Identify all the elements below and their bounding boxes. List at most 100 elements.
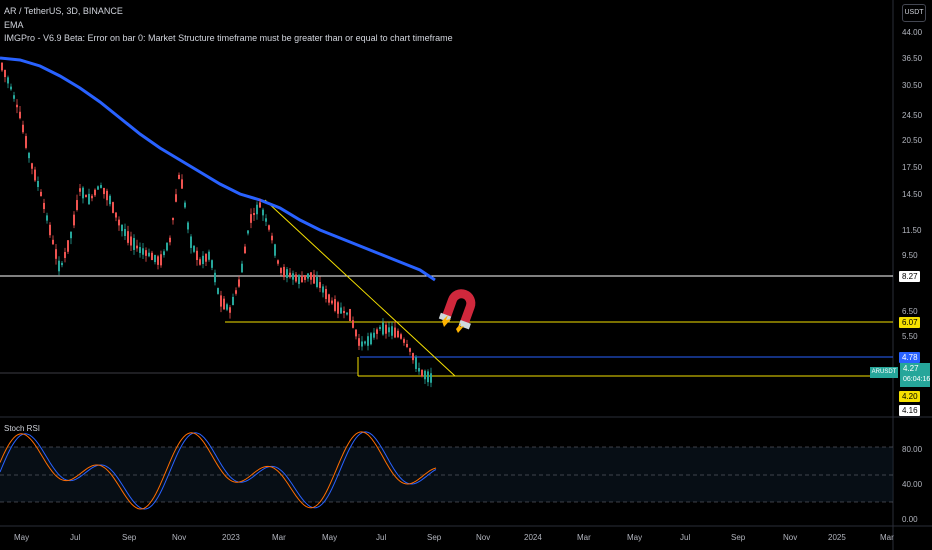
time-axis-label: Jul [70, 533, 81, 542]
candle-body [61, 262, 63, 266]
candle-body [313, 274, 315, 284]
candle-body [112, 202, 114, 213]
candle-body [154, 254, 156, 263]
candle-body [367, 336, 369, 346]
time-axis-label: Sep [427, 533, 442, 542]
stoch-rsi-title[interactable]: Stoch RSI [4, 424, 41, 433]
time-axis-label: Mar [880, 533, 894, 542]
time-axis-label: Nov [172, 533, 187, 542]
candle-body [409, 348, 411, 352]
candle-body [124, 229, 126, 236]
candle-body [94, 189, 96, 196]
rsi-band [0, 447, 893, 502]
candle-body [400, 334, 402, 339]
candle-body [310, 272, 312, 280]
candle-body [121, 224, 123, 232]
candle-body [235, 290, 237, 294]
candle-body [262, 209, 264, 216]
candle-body [259, 202, 261, 208]
candle-body [28, 152, 30, 159]
candle-body [22, 124, 24, 133]
candle-body [382, 322, 384, 335]
candle-body [199, 259, 201, 265]
ticker-price: 4.27 [903, 364, 919, 373]
price-axis-label: 5.50 [902, 332, 918, 341]
currency-button[interactable]: USDT [902, 4, 926, 22]
price-axis-label: 9.50 [902, 251, 918, 260]
candle-body [220, 295, 222, 307]
candle-body [370, 333, 372, 345]
candle-body [208, 251, 210, 260]
candle-body [157, 256, 159, 265]
candle-body [280, 267, 282, 274]
candle-body [145, 250, 147, 256]
candle-body [301, 275, 303, 283]
candle-body [316, 277, 318, 287]
candle-body [277, 260, 279, 264]
time-axis-label: Nov [783, 533, 798, 542]
candle-body [424, 370, 426, 380]
candle-body [385, 324, 387, 334]
candle-body [376, 329, 378, 334]
time-axis-label: Jul [376, 533, 387, 542]
candle-body [274, 244, 276, 256]
candle-body [82, 187, 84, 199]
time-axis-label: 2024 [524, 533, 542, 542]
time-axis-label: Mar [272, 533, 286, 542]
rsi-axis-label: 80.00 [902, 445, 923, 454]
candle-body [343, 310, 345, 314]
candle-body [337, 302, 339, 314]
trendline [264, 199, 456, 377]
candle-body [136, 245, 138, 249]
candle-body [202, 255, 204, 264]
candle-body [31, 163, 33, 169]
candle-body [193, 245, 195, 252]
candle-body [169, 237, 171, 243]
price-axis-label: 17.50 [902, 163, 923, 172]
candle-body [355, 329, 357, 337]
candle-body [256, 204, 258, 215]
candle-body [229, 307, 231, 313]
rsi-d-line [0, 431, 437, 510]
candle-body [55, 249, 57, 259]
candle-body [241, 263, 243, 273]
candle-body [34, 169, 36, 181]
candle-body [40, 191, 42, 197]
symbol-title[interactable]: AR / TetherUS, 3D, BINANCE [4, 6, 123, 16]
candle-body [349, 309, 351, 321]
candle-body [388, 327, 390, 333]
time-axis-label: Mar [577, 533, 591, 542]
candle-body [10, 86, 12, 90]
indicator-error-message: IMGPro - V6.9 Beta: Error on bar 0: Mark… [4, 33, 453, 43]
candle-body [97, 186, 99, 190]
candle-body [88, 193, 90, 205]
candle-body [322, 286, 324, 293]
time-axis-label: 2025 [828, 533, 846, 542]
time-axis-label: May [14, 533, 30, 542]
candle-body [133, 238, 135, 250]
candle-body [37, 180, 39, 188]
candle-body [292, 273, 294, 280]
ema-indicator-label[interactable]: EMA [4, 20, 24, 30]
time-axis-label: 2023 [222, 533, 240, 542]
candle-body [148, 252, 150, 257]
price-level-tag: 8.27 [899, 271, 920, 282]
candle-body [346, 312, 348, 315]
candle-body [175, 194, 177, 202]
candle-body [211, 260, 213, 268]
candle-body [289, 272, 291, 278]
candle-body [130, 236, 132, 246]
candle-body [70, 231, 72, 239]
candle-body [46, 215, 48, 221]
price-axis-label: 20.50 [902, 136, 923, 145]
candle-body [1, 62, 3, 71]
candle-body [250, 214, 252, 223]
candle-body [43, 202, 45, 210]
candle-body [403, 339, 405, 343]
candle-body [52, 239, 54, 245]
candle-body [151, 252, 153, 261]
candle-body [25, 136, 27, 148]
candle-body [406, 343, 408, 348]
